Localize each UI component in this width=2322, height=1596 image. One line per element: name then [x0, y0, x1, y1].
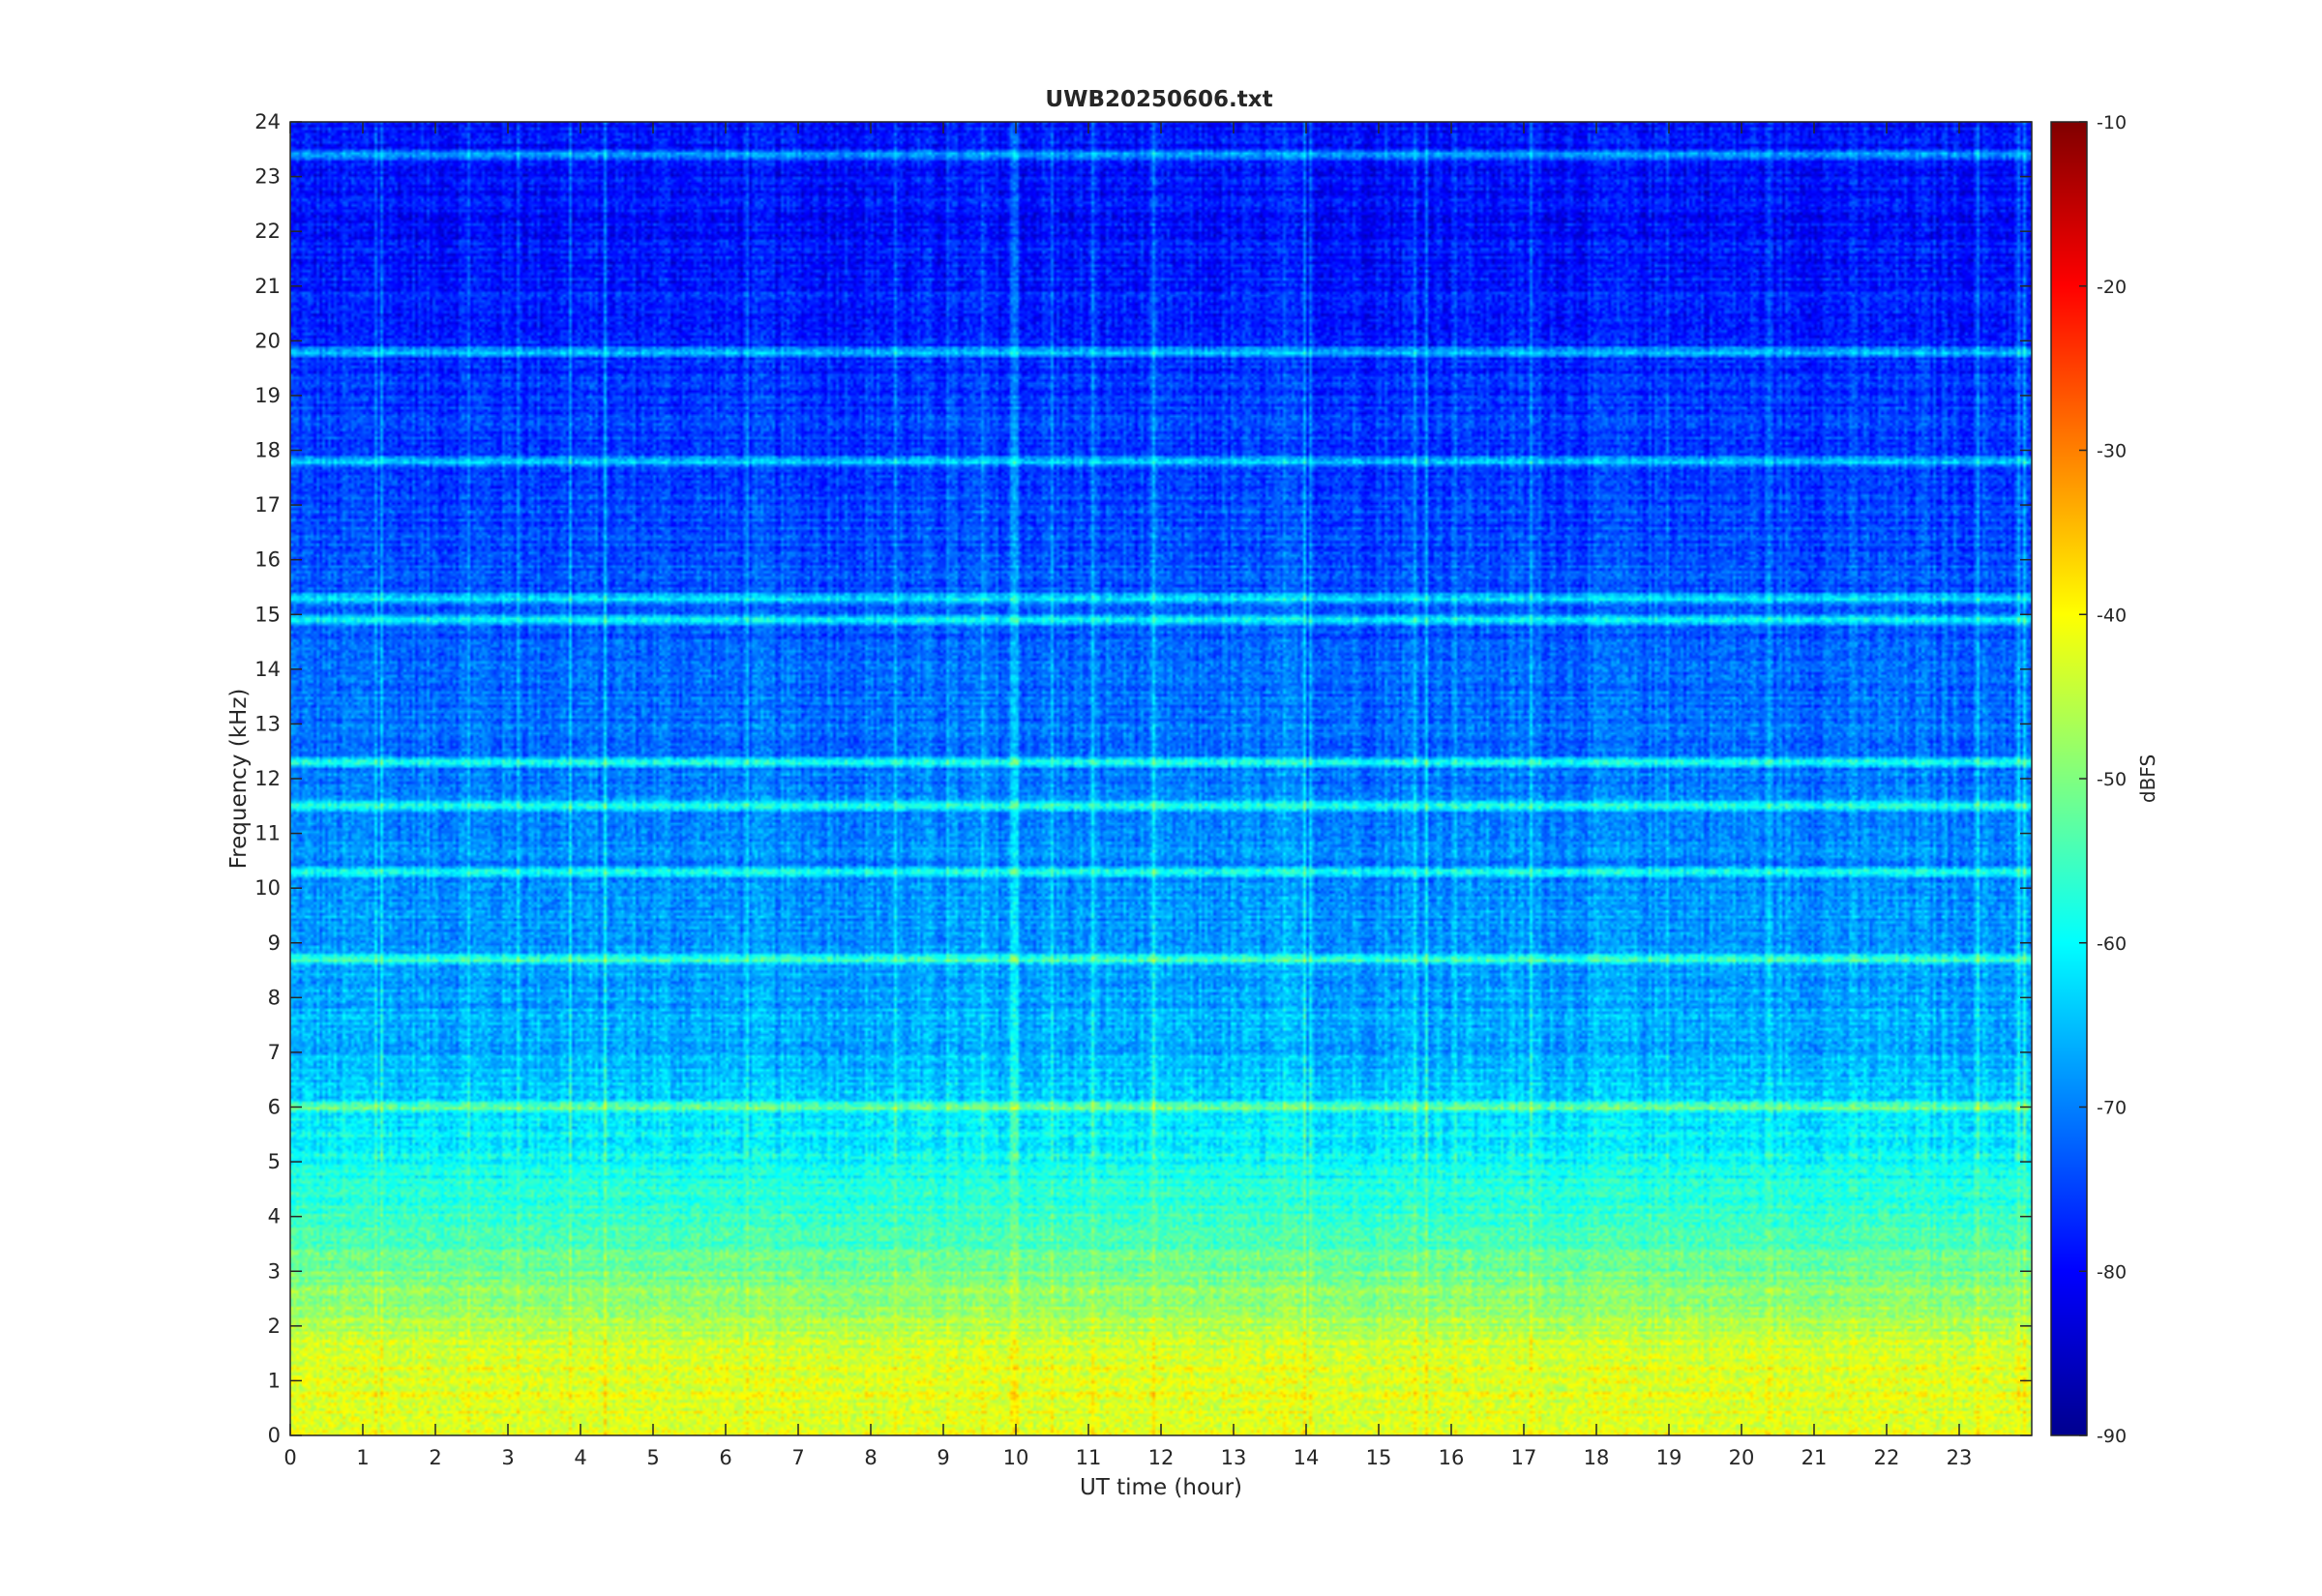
x-tick-label: 5 — [646, 1446, 659, 1469]
x-tick-label: 2 — [429, 1446, 441, 1469]
x-tick-label: 7 — [791, 1446, 804, 1469]
x-tick-label: 0 — [283, 1446, 296, 1469]
chart-title: UWB20250606.txt — [1045, 87, 1272, 112]
x-tick-label: 9 — [937, 1446, 949, 1469]
y-tick-label: 10 — [254, 876, 281, 900]
y-tick-label: 17 — [254, 493, 281, 517]
x-tick-label: 16 — [1439, 1446, 1465, 1469]
x-tick-label: 17 — [1511, 1446, 1537, 1469]
x-tick-label: 8 — [864, 1446, 877, 1469]
x-tick-label: 12 — [1148, 1446, 1175, 1469]
y-tick-label: 21 — [254, 275, 281, 298]
y-tick-label: 12 — [254, 767, 281, 790]
x-axis: 0 1 2 3 4 5 6 7 8 9 10 11 12 13 14 15 16 17 18 19 20 21 22 23 — [283, 122, 1972, 1469]
y-tick-label: 13 — [254, 712, 281, 735]
colorbar-tick-label: -10 — [2097, 112, 2127, 133]
y-tick-label: 16 — [254, 548, 281, 572]
x-tick-label: 14 — [1294, 1446, 1320, 1469]
x-tick-label: 10 — [1003, 1446, 1029, 1469]
colorbar-tick-label: -70 — [2097, 1098, 2127, 1119]
y-tick-label: 18 — [254, 439, 281, 462]
x-axis-label: UT time (hour) — [1080, 1475, 1242, 1500]
x-tick-label: 4 — [574, 1446, 586, 1469]
plot-area — [289, 121, 2033, 1436]
y-tick-label: 0 — [268, 1424, 281, 1447]
x-tick-label: 15 — [1366, 1446, 1392, 1469]
colorbar-tick-label: -90 — [2097, 1426, 2127, 1447]
x-tick-label: 18 — [1584, 1446, 1610, 1469]
y-tick-label: 23 — [254, 165, 281, 189]
colorbar-label: dBFS — [2136, 754, 2159, 803]
x-tick-label: 23 — [1947, 1446, 1973, 1469]
y-tick-label: 6 — [268, 1096, 281, 1119]
x-tick-label: 11 — [1076, 1446, 1102, 1469]
x-tick-label: 21 — [1801, 1446, 1828, 1469]
y-tick-label: 1 — [268, 1369, 281, 1392]
colorbar-tick-label: -50 — [2097, 769, 2127, 790]
colorbar-ticks: -10 -20 -30 -40 -50 -60 -70 -80 -90 — [2079, 112, 2127, 1447]
colorbar-tick-label: -20 — [2097, 277, 2127, 298]
y-tick-label: 5 — [268, 1150, 281, 1173]
y-tick-label: 20 — [254, 329, 281, 352]
y-tick-label: 15 — [254, 603, 281, 626]
y-tick-label: 9 — [268, 931, 281, 955]
y-tick-label: 4 — [268, 1205, 281, 1228]
colorbar: -10 -20 -30 -40 -50 -60 -70 -80 -90 dBFS — [2050, 112, 2159, 1447]
y-tick-label: 19 — [254, 384, 281, 407]
y-tick-label: 22 — [254, 220, 281, 243]
spectrogram-image — [290, 122, 2032, 1435]
colorbar-tick-label: -40 — [2097, 605, 2127, 626]
x-tick-label: 6 — [719, 1446, 731, 1469]
y-tick-label: 2 — [268, 1315, 281, 1338]
x-tick-label: 3 — [501, 1446, 514, 1469]
x-tick-label: 1 — [356, 1446, 369, 1469]
y-tick-label: 8 — [268, 986, 281, 1009]
colorbar-tick-label: -30 — [2097, 441, 2127, 462]
y-tick-label: 11 — [254, 822, 281, 845]
y-tick-label: 3 — [268, 1259, 281, 1283]
y-axis-label: Frequency (kHz) — [226, 689, 252, 870]
y-tick-label: 7 — [268, 1041, 281, 1064]
x-tick-label: 19 — [1656, 1446, 1682, 1469]
colorbar-tick-label: -60 — [2097, 933, 2127, 955]
x-tick-label: 20 — [1729, 1446, 1755, 1469]
x-tick-label: 22 — [1874, 1446, 1900, 1469]
colorbar-tick-label: -80 — [2097, 1261, 2127, 1283]
y-tick-label: 14 — [254, 658, 281, 681]
y-tick-label: 24 — [254, 110, 281, 133]
x-tick-label: 13 — [1221, 1446, 1247, 1469]
